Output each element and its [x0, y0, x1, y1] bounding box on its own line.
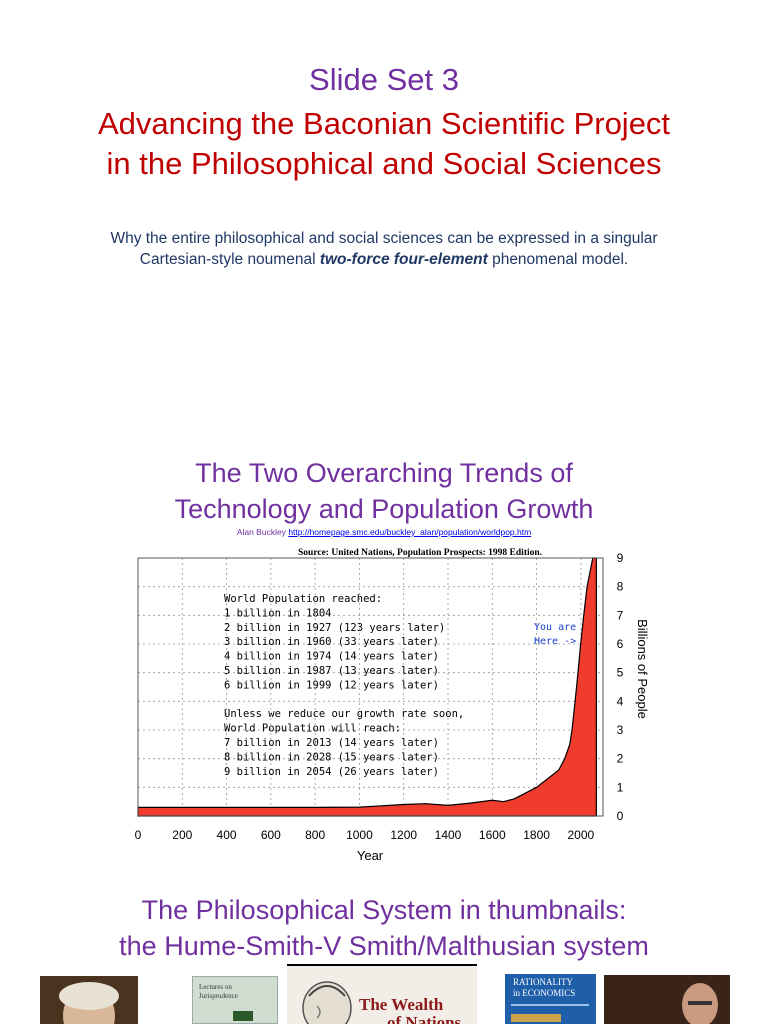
book-author-band [511, 1014, 561, 1022]
wealth-line-2: of Nations [387, 1013, 462, 1024]
x-tick-label: 600 [261, 828, 281, 842]
chart-annotation: World Population reached: 1 billion in 18… [224, 593, 464, 778]
book-thumbnail-lectures: Lectures on Jurisprudence [192, 976, 278, 1024]
x-tick-label: 0 [135, 828, 142, 842]
annotation-line: 3 billion in 1960 (33 years later) [224, 636, 439, 648]
annotation-line: World Population reached: [224, 593, 382, 605]
plot-frame [137, 557, 604, 817]
y-tick-label: 0 [617, 809, 624, 823]
x-tick-label: 1200 [390, 828, 417, 842]
portrait-thumbnail-v-smith [604, 975, 730, 1024]
chart-credit: Alan Buckley http://homepage.smc.edu/buc… [0, 527, 768, 537]
population-chart: Source: United Nations, Population Prosp… [135, 548, 650, 863]
smith-sketch-image [302, 981, 352, 1024]
x-axis-ticks: 0 200 400 600 800 1000 1200 1400 1600 1800 2000 [135, 828, 595, 842]
credit-author: Alan Buckley [236, 527, 286, 537]
annotation-line: 5 billion in 1987 (13 years later) [224, 665, 439, 677]
x-tick-label: 1600 [479, 828, 506, 842]
subtitle-line-2-pre: Cartesian-style noumenal [139, 251, 320, 268]
subtitle-line-1: Why the entire philosophical and social … [110, 230, 658, 247]
title-line-1: Advancing the Baconian Scientific Projec… [97, 106, 671, 141]
subtitle-line-2-post: phenomenal model. [487, 251, 629, 268]
portrait-v-smith-image [604, 975, 730, 1024]
x-tick-label: 800 [305, 828, 325, 842]
x-tick-label: 1800 [523, 828, 550, 842]
lectures-line-1: Lectures on [199, 983, 232, 991]
annotation-line: 9 billion in 2054 (26 years later) [224, 766, 439, 778]
subtitle: Why the entire philosophical and social … [0, 228, 768, 270]
x-tick-label: 2000 [568, 828, 595, 842]
wealth-line-1: The Wealth [359, 995, 444, 1014]
x-tick-label: 1400 [435, 828, 462, 842]
trends-heading: The Two Overarching Trends of Technology… [0, 455, 768, 527]
book-thumbnail-rationality: RATIONALITY in ECONOMICS [505, 974, 596, 1024]
annotation-line: 4 billion in 1974 (14 years later) [224, 651, 439, 663]
subtitle-line-2: Cartesian-style noumenal two-force four-… [0, 249, 768, 270]
x-tick-label: 400 [217, 828, 237, 842]
portrait-hume-image [40, 976, 138, 1024]
x-axis-label: Year [357, 848, 384, 863]
page-title: Advancing the Baconian Scientific Projec… [0, 104, 768, 184]
annotation-line: Unless we reduce our growth rate soon, [224, 708, 464, 720]
philosophy-heading-line-2: the Hume-Smith-V Smith/Malthusian system [119, 931, 649, 961]
population-area [137, 557, 597, 817]
annotation-line: 1 billion in 1804 [224, 607, 331, 619]
slide-set-label: Slide Set 3 [309, 62, 459, 97]
title-line-2: in the Philosophical and Social Sciences [106, 146, 662, 181]
y-tick-label: 1 [617, 780, 624, 794]
trends-heading-line-2: Technology and Population Growth [174, 494, 594, 524]
book-thumbnail-wealth-of-nations: The Wealth of Nations [287, 966, 477, 1024]
rationality-line-1: RATIONALITY [513, 977, 573, 987]
you-are-here-text-2: Here -> [534, 636, 576, 647]
book-emblem [233, 1011, 253, 1021]
x-tick-label: 200 [172, 828, 192, 842]
portrait-thumbnail-hume [40, 976, 138, 1024]
annotation-line: 2 billion in 1927 (123 years later) [224, 622, 445, 634]
you-are-here-text-1: You are [534, 622, 576, 633]
y-tick-label: 6 [617, 637, 624, 651]
y-tick-label: 2 [617, 752, 624, 766]
book-rule [511, 1004, 589, 1006]
chart-source-title: Source: United Nations, Population Prosp… [298, 548, 542, 558]
y-axis-ticks: 0 1 2 3 4 5 6 7 8 9 [617, 551, 624, 823]
annotation-line: 6 billion in 1999 (12 years later) [224, 679, 439, 691]
y-tick-label: 8 [617, 580, 624, 594]
rationality-line-2: in ECONOMICS [513, 988, 576, 998]
credit-link[interactable]: http://homepage.smc.edu/buckley_alan/pop… [288, 527, 532, 537]
x-tick-label: 1000 [346, 828, 373, 842]
philosophy-heading-line-1: The Philosophical System in thumbnails: [141, 895, 627, 925]
y-tick-label: 4 [617, 694, 624, 708]
annotation-line: World Population will reach: [224, 723, 401, 735]
annotation-line: 7 billion in 2013 (14 years later) [224, 737, 439, 749]
lectures-line-2: Jurisprudence [199, 992, 238, 1000]
philosophy-heading: The Philosophical System in thumbnails: … [0, 892, 768, 964]
y-axis-label: Billions of People [635, 619, 650, 719]
trends-heading-line-1: The Two Overarching Trends of [195, 458, 573, 488]
y-tick-label: 9 [617, 551, 624, 565]
y-tick-label: 5 [617, 666, 624, 680]
y-tick-label: 7 [617, 608, 624, 622]
subtitle-emphasis: two-force four-element [319, 251, 488, 268]
y-tick-label: 3 [617, 723, 624, 737]
annotation-line: 8 billion in 2028 (15 years later) [224, 751, 439, 763]
